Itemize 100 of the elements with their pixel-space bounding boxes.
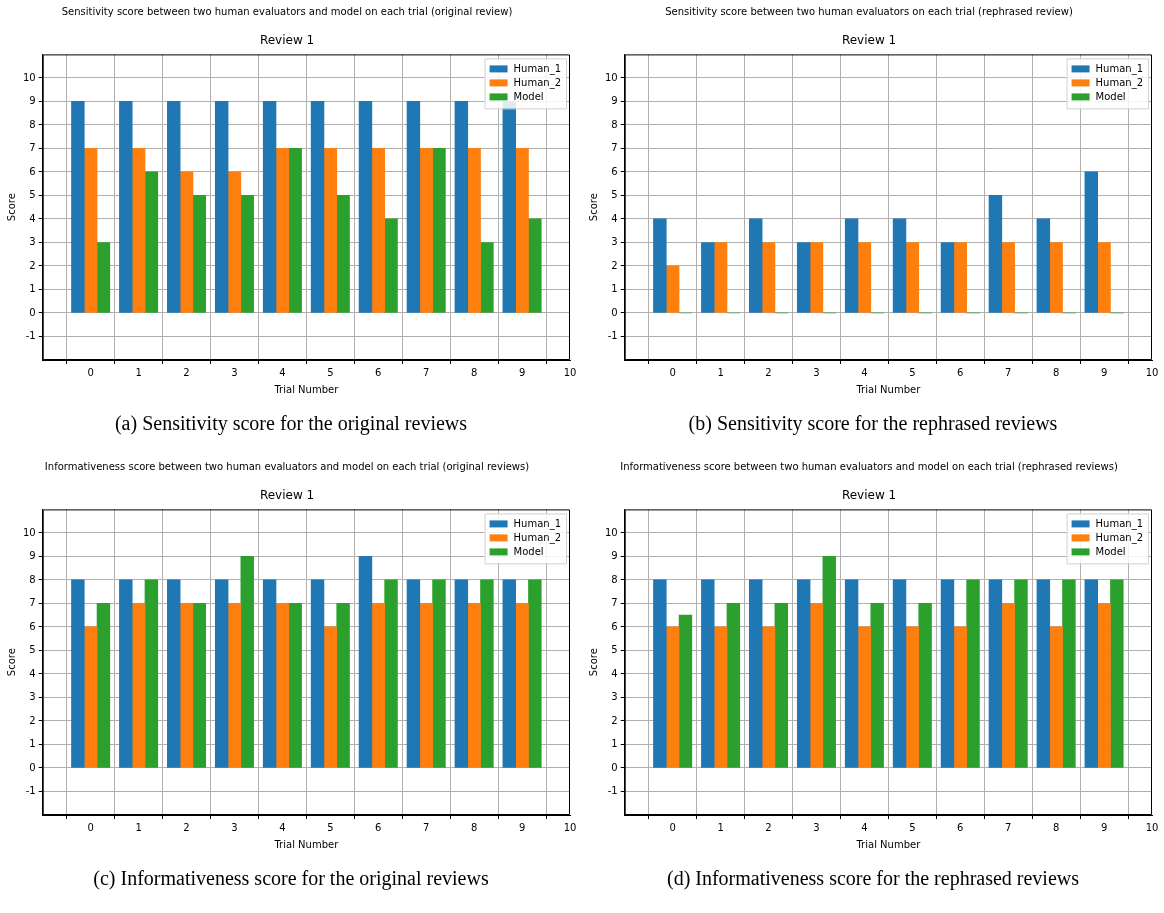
bar <box>796 579 811 768</box>
chart-subtitle: Review 1 <box>841 33 897 48</box>
x-tick-label: 6 <box>957 821 964 833</box>
bar <box>1062 579 1076 768</box>
text: (d) Informativeness score for the rephrased reviews <box>665 867 1081 890</box>
y-tick-label: 3 <box>611 236 618 248</box>
y-tick-label: 3 <box>611 691 618 703</box>
y-tick-label: 10 <box>22 71 36 83</box>
text: (c) Informativeness score for the original reviews <box>92 867 490 890</box>
y-tick-label: 3 <box>29 691 36 703</box>
y-tick-label: 8 <box>29 573 36 585</box>
x-axis-title: Trial Number <box>273 838 340 850</box>
legend-label: Model <box>1095 545 1126 557</box>
y-tick-label: 10 <box>22 526 36 538</box>
bar <box>240 195 254 313</box>
bar <box>1097 242 1111 313</box>
bar <box>288 603 302 768</box>
x-tick-label: 2 <box>765 366 772 378</box>
y-tick-label: 4 <box>611 667 618 679</box>
bar <box>774 603 789 768</box>
x-tick-label: 3 <box>231 366 238 378</box>
bar <box>953 242 967 313</box>
bar <box>713 242 728 313</box>
bar <box>1049 626 1063 768</box>
y-axis-title: Score <box>587 648 599 677</box>
y-tick-label: 8 <box>611 573 618 585</box>
bar <box>214 101 229 313</box>
bar <box>227 171 242 313</box>
x-tick-label: 3 <box>813 821 820 833</box>
bar <box>432 148 446 313</box>
bar <box>192 603 207 768</box>
y-tick-label: 6 <box>29 620 36 632</box>
bar <box>371 148 385 313</box>
x-tick-label: 0 <box>669 366 676 378</box>
bar <box>905 242 920 313</box>
y-tick-label: 6 <box>611 165 618 177</box>
y-tick-label: 7 <box>29 597 36 609</box>
bar <box>988 195 1003 313</box>
bar <box>384 579 398 768</box>
bar <box>323 148 338 313</box>
y-tick-label: 4 <box>29 667 36 679</box>
bar <box>227 603 242 768</box>
x-tick-label: 0 <box>87 366 94 378</box>
x-tick-label: 5 <box>327 366 334 378</box>
y-tick-label: 5 <box>29 189 36 201</box>
bar <box>419 148 433 313</box>
y-tick-label: 9 <box>29 95 36 107</box>
bar <box>1049 242 1063 313</box>
y-tick-label: 9 <box>611 95 618 107</box>
bar <box>822 556 836 768</box>
x-tick-label: 9 <box>518 821 526 833</box>
legend-label: Model <box>1095 90 1126 102</box>
x-tick-label: 2 <box>765 821 772 833</box>
bar <box>288 148 302 313</box>
bar <box>940 242 955 313</box>
y-tick-label: 4 <box>611 212 618 224</box>
bar <box>419 603 433 768</box>
y-tick-label: 8 <box>611 118 618 130</box>
bar <box>96 603 111 768</box>
x-tick-label: 1 <box>717 366 724 378</box>
x-tick-label: 4 <box>861 821 868 833</box>
bar <box>336 195 350 313</box>
chart-subtitle: Review 1 <box>259 488 315 503</box>
y-tick-label: 5 <box>611 644 618 656</box>
y-tick-label: 0 <box>611 306 618 318</box>
bar <box>844 579 859 768</box>
legend-label: Human_2 <box>513 531 562 544</box>
x-tick-label: 4 <box>279 366 286 378</box>
bar <box>515 148 529 313</box>
bar <box>1110 579 1124 768</box>
x-tick-label: 9 <box>1100 821 1108 833</box>
x-tick-label: 1 <box>135 821 142 833</box>
bar <box>726 603 741 768</box>
bar <box>71 101 85 313</box>
bar <box>454 579 469 768</box>
x-tick-label: 7 <box>1005 366 1012 378</box>
x-tick-label: 10 <box>563 821 577 833</box>
bar <box>467 603 481 768</box>
bar <box>653 218 667 313</box>
bar <box>1036 218 1051 313</box>
x-tick-label: 5 <box>909 821 916 833</box>
bar <box>167 579 181 768</box>
bar <box>467 148 481 313</box>
chart-subtitle: Review 1 <box>259 33 315 48</box>
bar <box>678 614 693 768</box>
bar <box>701 579 715 768</box>
x-tick-label: 5 <box>327 821 334 833</box>
bar <box>144 171 159 313</box>
bar <box>406 101 421 313</box>
bar <box>179 171 194 313</box>
bar <box>857 242 872 313</box>
bar <box>1097 603 1111 768</box>
y-tick-label: 2 <box>29 714 36 726</box>
bar <box>358 101 373 313</box>
bar <box>528 579 542 768</box>
y-tick-label: 1 <box>29 738 36 750</box>
y-tick-label: 0 <box>611 761 618 773</box>
x-tick-label: 6 <box>957 366 964 378</box>
x-tick-label: 9 <box>518 366 526 378</box>
bar <box>480 579 494 768</box>
